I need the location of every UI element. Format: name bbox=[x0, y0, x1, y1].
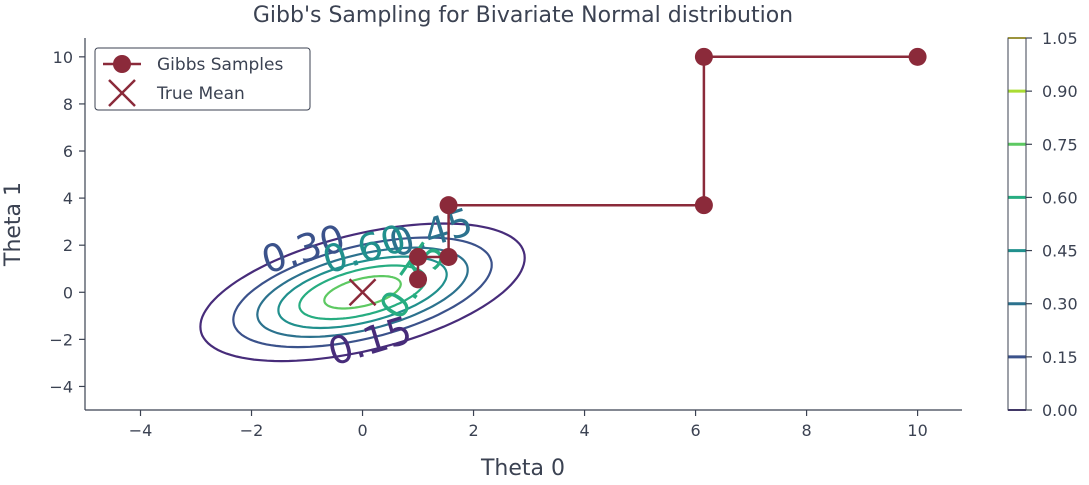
contour-level-0.75 bbox=[298, 264, 427, 321]
y-tick-label: 10 bbox=[53, 48, 73, 67]
y-tick-label: 2 bbox=[63, 236, 73, 255]
x-tick-label: −2 bbox=[240, 421, 264, 440]
y-axis-label: Theta 1 bbox=[1, 182, 26, 267]
colorbar: 0.00 0.15 0.30 0.45 0.60 0.75 0.90 1.05 bbox=[1007, 29, 1078, 420]
legend: Gibbs Samples True Mean bbox=[94, 47, 311, 111]
x-tick-label: 8 bbox=[801, 421, 811, 440]
gibbs-sample-point bbox=[694, 47, 713, 66]
colorbar-tick-label: 0.00 bbox=[1042, 401, 1078, 420]
contour-level-0.30 bbox=[232, 236, 493, 349]
gibbs-sample-point bbox=[439, 247, 458, 266]
x-tick-label: 2 bbox=[468, 421, 478, 440]
colorbar-frame bbox=[1007, 37, 1027, 411]
contour-level-0.60 bbox=[277, 255, 448, 330]
contour-level-0.45 bbox=[256, 246, 469, 339]
colorbar-tick-label: 0.45 bbox=[1042, 242, 1078, 261]
y-tick-label: −4 bbox=[49, 377, 73, 396]
x-ticks: −4 −2 0 2 4 6 8 10 bbox=[129, 410, 928, 440]
legend-marker-gibbs-samples bbox=[113, 55, 131, 73]
x-tick-label: 6 bbox=[690, 421, 700, 440]
plot-area: 0.150.30 0.450.600.75 bbox=[199, 47, 927, 374]
legend-label-true-mean: True Mean bbox=[156, 84, 245, 104]
contour-level-0.15 bbox=[199, 222, 526, 363]
y-ticks: −4 −2 0 2 4 6 8 10 bbox=[49, 48, 85, 396]
colorbar-ticks: 0.00 0.15 0.30 0.45 0.60 0.75 0.90 1.05 bbox=[1026, 29, 1078, 420]
x-tick-label: 10 bbox=[907, 421, 927, 440]
legend-marker-true-mean-b bbox=[108, 79, 136, 107]
colorbar-level-lines bbox=[1008, 37, 1026, 411]
chart-title: Gibb's Sampling for Bivariate Normal dis… bbox=[253, 3, 793, 28]
gibbs-sample-point bbox=[908, 47, 927, 66]
legend-frame bbox=[94, 47, 311, 111]
gibbs-sample-point bbox=[439, 196, 458, 215]
y-tick-label: −2 bbox=[49, 330, 73, 349]
colorbar-tick-label: 0.60 bbox=[1042, 188, 1078, 207]
colorbar-tick-label: 0.75 bbox=[1042, 135, 1078, 154]
x-tick-label: 4 bbox=[579, 421, 589, 440]
colorbar-tick-label: 0.90 bbox=[1042, 82, 1078, 101]
y-tick-label: 6 bbox=[63, 142, 73, 161]
contour-level-0.90 bbox=[323, 275, 402, 310]
true-mean-marker bbox=[348, 278, 377, 307]
x-axis-label: Theta 0 bbox=[480, 456, 565, 481]
x-tick-label: −4 bbox=[129, 421, 153, 440]
y-tick-label: 0 bbox=[63, 283, 73, 302]
gibbs-sample-point bbox=[409, 270, 428, 289]
legend-label-gibbs-samples: Gibbs Samples bbox=[157, 55, 283, 75]
y-tick-label: 4 bbox=[63, 189, 73, 208]
gibbs-sample-point bbox=[694, 196, 713, 215]
colorbar-tick-label: 0.30 bbox=[1042, 295, 1078, 314]
y-tick-label: 8 bbox=[63, 95, 73, 114]
x-tick-label: 0 bbox=[357, 421, 367, 440]
colorbar-tick-label: 0.15 bbox=[1042, 348, 1078, 367]
gibbs-samples-line bbox=[416, 55, 918, 280]
colorbar-tick-label: 1.05 bbox=[1042, 29, 1078, 48]
gibbs-sample-point bbox=[409, 247, 428, 266]
